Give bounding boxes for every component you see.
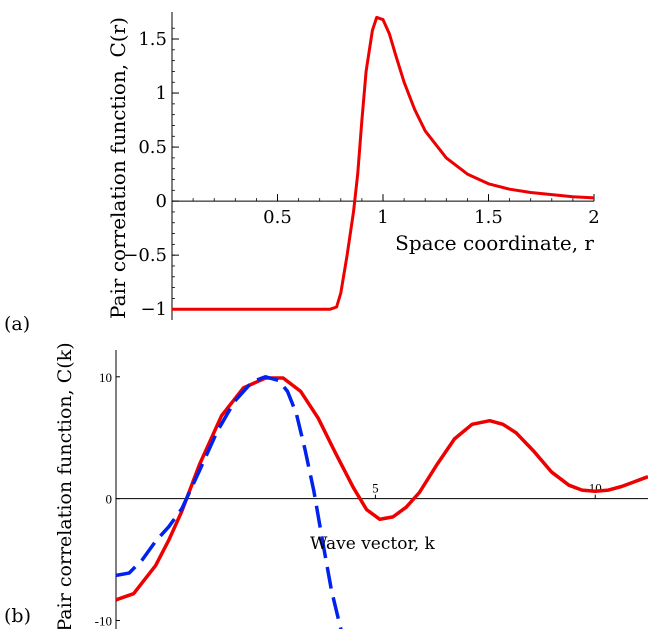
panel-b-series-dashed-line [116, 375, 343, 629]
panel-a-x-tick-label: 2 [588, 207, 599, 228]
panel-a-y-tick-label: 0 [156, 191, 167, 212]
panel-a: −1 −0.5 0 0.5 1 1.5 0.5 1 1.5 2 Space coordinate,… [4, 12, 600, 335]
panel-b-ylabel: Pair correlation function, C(k) [54, 342, 76, 629]
panel-b-series-solid-line [116, 376, 648, 602]
panel-a-xlabel: Space coordinate, r [395, 231, 594, 255]
panel-a-y-tick-label: 0.5 [138, 137, 167, 158]
panel-a-ticks: −1 −0.5 0 0.5 1 1.5 0.5 1 1.5 2 [123, 27, 600, 320]
panel-a-y-tick-label: 1 [156, 83, 167, 104]
panel-b-xlabel: Wave vector, k [310, 534, 436, 554]
panel-a-x-tick-label: 1 [377, 207, 388, 228]
panel-b-ticks: 10 0 -10 5 10 [95, 370, 602, 629]
panel-a-y-tick-label: 1.5 [138, 29, 167, 50]
panel-b-x-tick-label: 5 [372, 481, 379, 496]
panel-b-y-tick-label: 10 [99, 370, 112, 385]
panel-b-y-tick-label: -10 [95, 613, 112, 628]
panel-a-label: (a) [4, 313, 30, 335]
panel-a-ylabel: Pair correlation function, C(r) [106, 17, 130, 319]
panel-b-axes [115, 350, 648, 629]
panel-b-x-tick-label: 10 [589, 481, 602, 496]
panel-b: 10 0 -10 5 10 Wave vector, k Pair correlatio… [4, 342, 648, 629]
panel-a-series-line [172, 15, 595, 311]
panel-b-series [116, 375, 648, 629]
panel-a-axes [171, 12, 594, 320]
panel-a-series [172, 15, 595, 311]
panel-a-y-tick-label: −1 [140, 299, 167, 320]
panel-a-y-tick-label: −0.5 [123, 245, 167, 266]
panel-a-x-tick-label: 0.5 [263, 207, 292, 228]
panel-a-x-tick-label: 1.5 [474, 207, 503, 228]
panel-b-y-tick-label: 0 [106, 492, 113, 507]
panel-b-label: (b) [4, 605, 31, 627]
